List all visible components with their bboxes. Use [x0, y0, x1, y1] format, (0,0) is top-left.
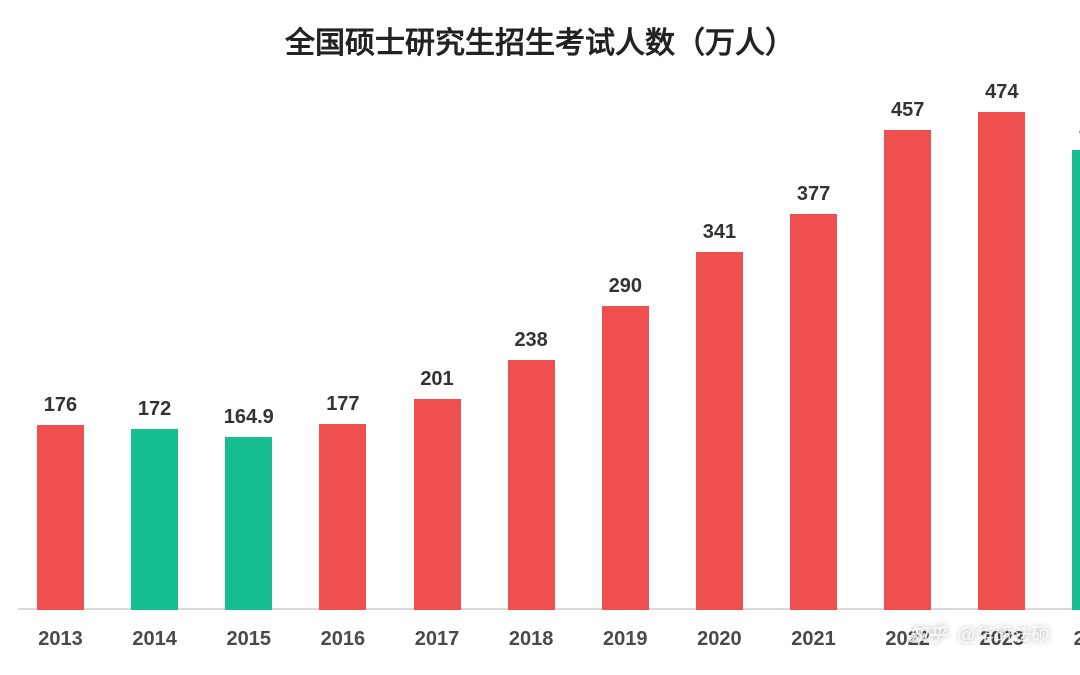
bar [1072, 150, 1080, 610]
x-tick-label: 2017 [415, 628, 460, 651]
bar [602, 306, 649, 611]
bar-slot: 457 [884, 85, 931, 610]
bar-slot: 474 [978, 85, 1025, 610]
watermark: 知乎 @华研法硕 [909, 621, 1050, 647]
bar-value-label: 377 [797, 183, 830, 206]
watermark-text: @华研法硕 [957, 621, 1050, 647]
x-tick-label: 2016 [321, 628, 366, 651]
bar [225, 437, 272, 610]
bar-slot: 377 [790, 85, 837, 610]
bar-slot: 164.9 [225, 85, 272, 610]
bar [790, 214, 837, 610]
x-tick-label: 2024 [1074, 628, 1080, 651]
bar-value-label: 177 [326, 393, 359, 416]
bar [37, 425, 84, 610]
bar-slot: 172 [131, 85, 178, 610]
bar [319, 424, 366, 610]
x-tick-label: 2014 [132, 628, 177, 651]
bar [508, 360, 555, 610]
x-tick-label: 2013 [38, 628, 83, 651]
x-tick-label: 2020 [697, 628, 742, 651]
bar-slot: 176 [37, 85, 84, 610]
bar-value-label: 164.9 [224, 406, 274, 429]
x-tick-label: 2021 [791, 628, 836, 651]
bar-value-label: 474 [985, 81, 1018, 104]
chart-title: 全国硕士研究生招生考试人数（万人） [0, 0, 1080, 62]
bar-slot: 290 [602, 85, 649, 610]
x-tick-label: 2018 [509, 628, 554, 651]
bar-value-label: 238 [514, 329, 547, 352]
bar [131, 429, 178, 610]
bar [884, 130, 931, 610]
bar-value-label: 201 [420, 368, 453, 391]
bar-slot: 177 [319, 85, 366, 610]
bar-value-label: 457 [891, 99, 924, 122]
bar-slot: 201 [414, 85, 461, 610]
x-tick-label: 2015 [226, 628, 271, 651]
bar [414, 399, 461, 610]
bar-value-label: 341 [703, 221, 736, 244]
bar [696, 252, 743, 610]
chart-container: 全国硕士研究生招生考试人数（万人） 176 172 164.9 177 201 238 29… [0, 0, 1080, 675]
zhihu-logo-icon: 知乎 [909, 621, 947, 647]
bar-value-label: 172 [138, 398, 171, 421]
plot-area: 176 172 164.9 177 201 238 290 341 377 457 474 438 [18, 85, 1080, 610]
bar-slot: 341 [696, 85, 743, 610]
bar-value-label: 290 [609, 275, 642, 298]
x-tick-label: 2019 [603, 628, 648, 651]
bar [978, 112, 1025, 610]
bar-value-label: 176 [44, 394, 77, 417]
bar-slot: 438 [1072, 85, 1080, 610]
bar-slot: 238 [508, 85, 555, 610]
